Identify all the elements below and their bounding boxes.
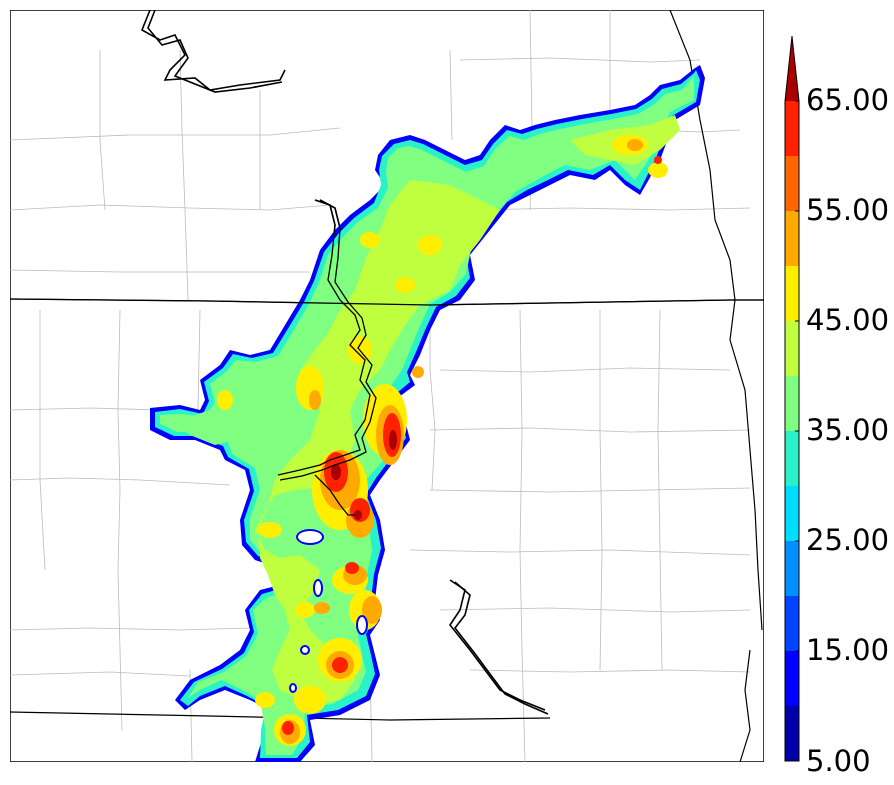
colorbar: [784, 35, 800, 762]
colorbar-label-55: 55.00: [806, 193, 890, 227]
echo-darkred: [331, 430, 397, 520]
colorbar-extend-arrow: [785, 36, 799, 101]
echo-high: [255, 180, 500, 705]
colorbar-segment: [785, 541, 799, 596]
colorbar-segment: [785, 156, 799, 211]
colorbar-segment: [785, 596, 799, 651]
colorbar-segment: [785, 101, 799, 156]
colorbar-label-65: 65.00: [806, 83, 890, 117]
overlay-lines: [10, 199, 764, 516]
colorbar-segment: [785, 431, 799, 486]
colorbar-label-15: 15.00: [806, 633, 890, 667]
colorbar-label-25: 25.00: [806, 523, 890, 557]
colorbar-segment: [785, 651, 799, 706]
colorbar-segment: [785, 706, 799, 761]
colorbar-segment: [785, 321, 799, 376]
colorbar-segment: [785, 486, 799, 541]
colorbar-label-35: 35.00: [806, 413, 890, 447]
colorbar-segment: [785, 211, 799, 266]
echo-gaps: [289, 529, 368, 693]
radar-map: [10, 10, 764, 762]
colorbar-label-5: 5.00: [806, 744, 871, 778]
precip-field: [150, 65, 705, 762]
colorbar-segment: [785, 376, 799, 431]
colorbar-segment: [785, 266, 799, 321]
colorbar-label-45: 45.00: [806, 303, 890, 337]
